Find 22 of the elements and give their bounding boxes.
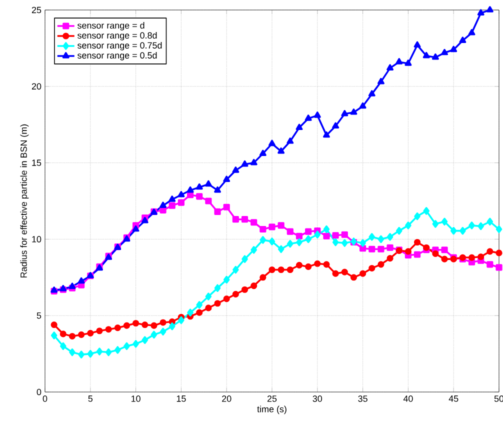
legend-label: sensor range = d xyxy=(78,22,144,30)
x-tick-label: 15 xyxy=(176,396,186,402)
legend-label: sensor range = 0.5d xyxy=(78,52,157,60)
x-tick-label: 40 xyxy=(403,396,413,402)
x-tick-label: 35 xyxy=(358,396,368,402)
legend-label: sensor range = 0.75d xyxy=(78,42,162,50)
x-axis-title: time (s) xyxy=(257,406,286,414)
x-tick-label: 0 xyxy=(42,396,48,402)
x-tick-label: 20 xyxy=(222,396,232,402)
x-tick-label: 45 xyxy=(448,396,458,402)
x-tick-label: 30 xyxy=(312,396,322,402)
x-tick-label: 5 xyxy=(88,396,93,402)
x-tick-label: 10 xyxy=(132,396,140,402)
x-tick-label: 25 xyxy=(267,396,277,402)
y-tick-label: 20 xyxy=(32,83,42,90)
y-tick-label: 10 xyxy=(32,236,42,242)
y-tick-label: 0 xyxy=(36,388,42,396)
y-axis-title: Radius for effective particle in BSN (m) xyxy=(20,124,29,278)
y-tick-label: 5 xyxy=(36,312,42,319)
y-tick-label: 25 xyxy=(32,6,42,14)
y-tick-label: 15 xyxy=(32,160,42,166)
legend-label: sensor range = 0.8d xyxy=(78,32,157,40)
